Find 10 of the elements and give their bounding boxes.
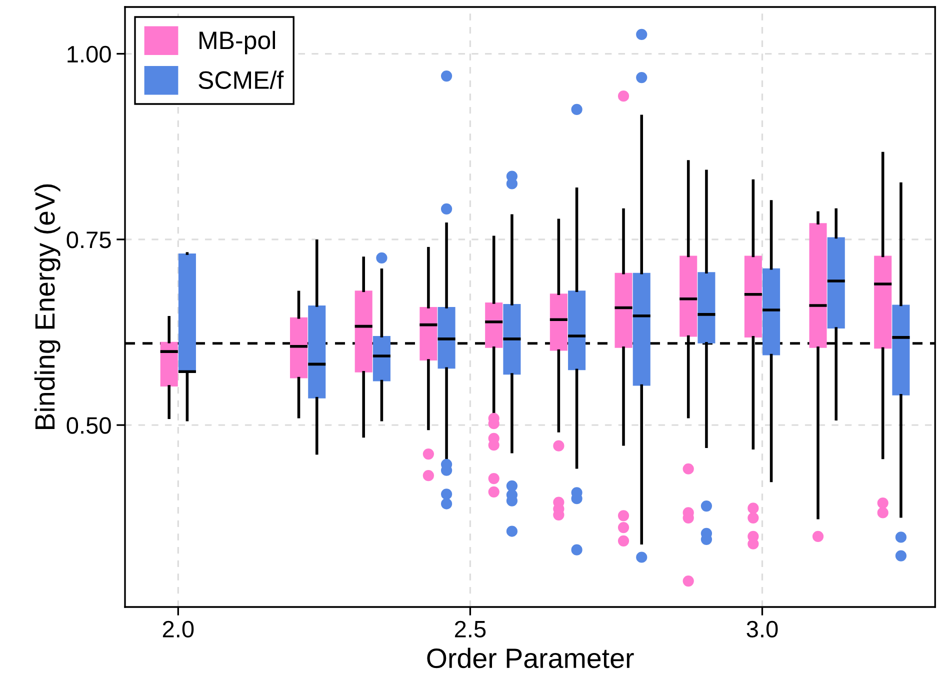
y-tick-label: 0.75 [66, 231, 111, 248]
legend-label: MB-pol [200, 30, 276, 54]
x-tick-label: 3.0 [746, 620, 778, 638]
x-tick-label: 2.5 [454, 620, 486, 638]
x-tick-label: 2.0 [162, 620, 194, 638]
y-axis-title: Binding Energy (eV) [34, 184, 60, 430]
x-axis-title: Order Parameter [427, 648, 634, 668]
y-tick-label: 0.50 [66, 417, 111, 434]
y-tick-label: 1.00 [68, 46, 111, 63]
legend-label: SCME/f [198, 70, 284, 89]
